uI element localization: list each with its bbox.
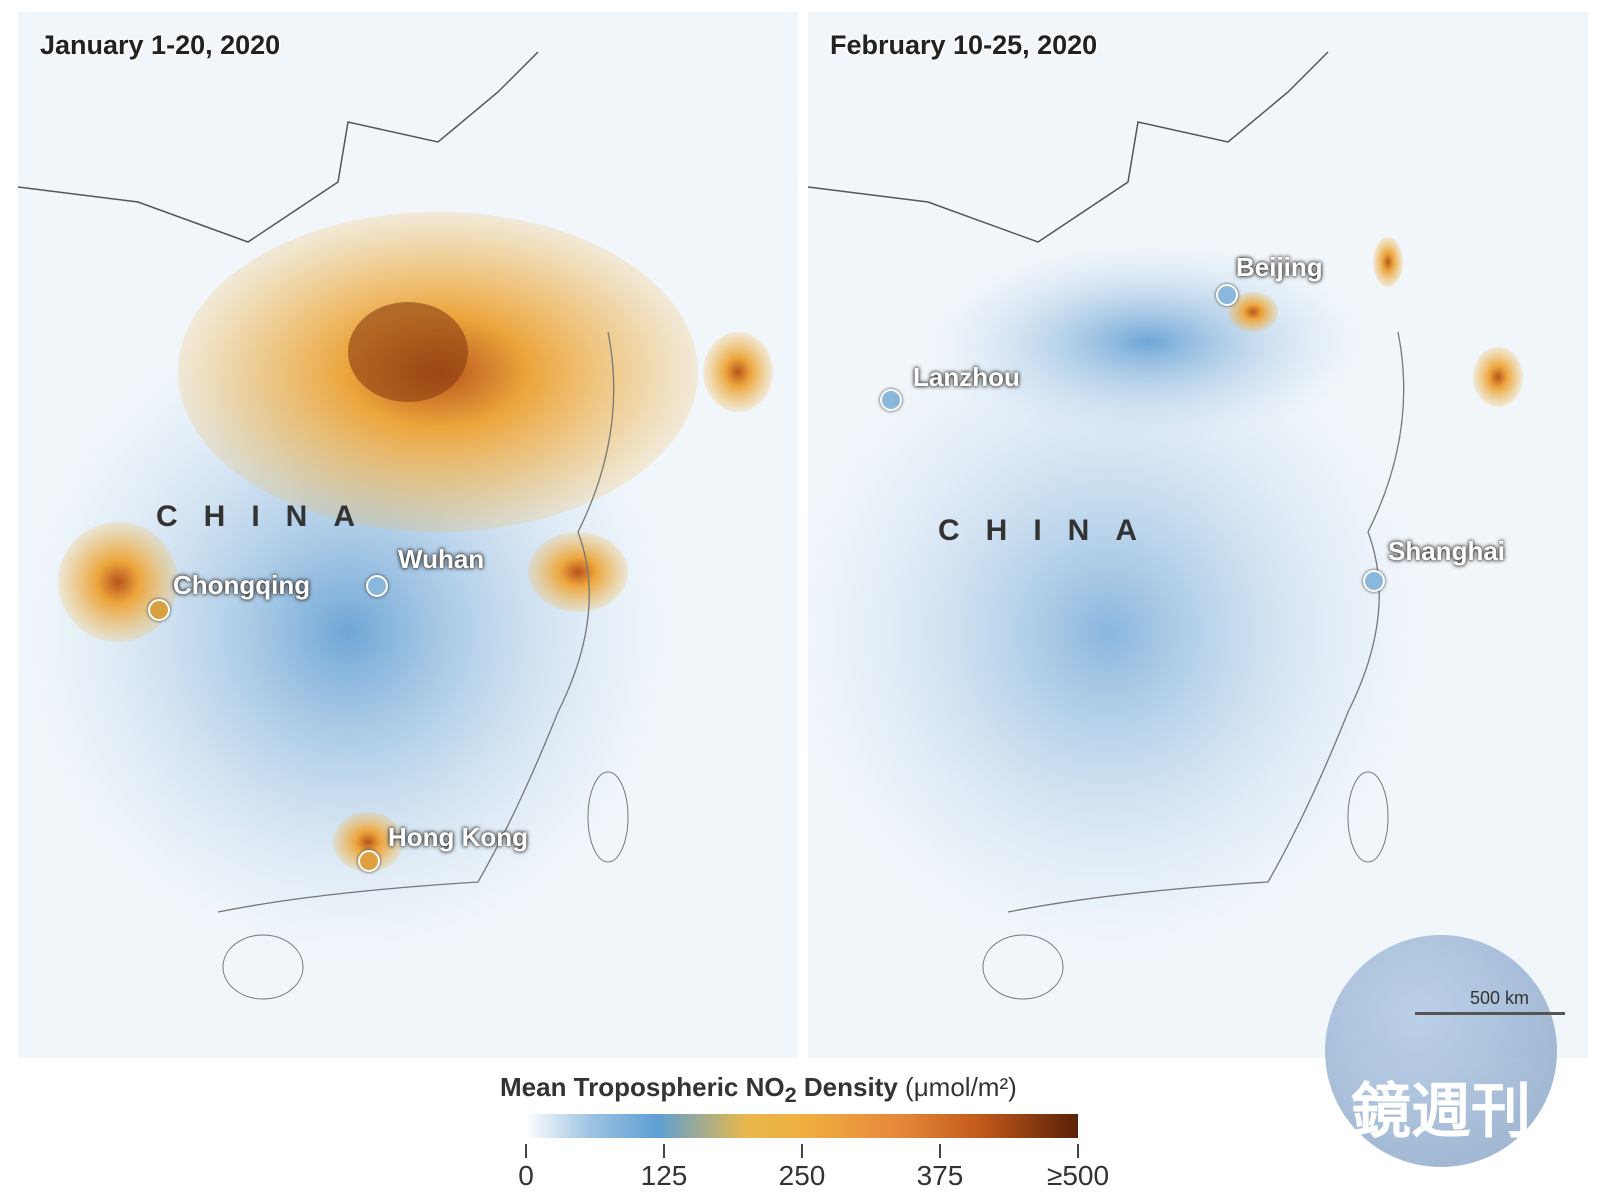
- watermark-logo: 鏡週刊: [1325, 935, 1557, 1167]
- panel-title: February 10-25, 2020: [830, 30, 1098, 60]
- legend-tick: [801, 1144, 803, 1158]
- city-marker-lanzhou: [880, 389, 902, 411]
- watermark-text: 鏡週刊: [1351, 1078, 1531, 1145]
- country-label: CHINA: [156, 500, 381, 533]
- legend-tick-label: 250: [778, 1160, 826, 1191]
- no2-map-february: [808, 12, 1588, 1058]
- legend-tick: [525, 1144, 527, 1158]
- no2-map-january: [18, 12, 798, 1058]
- legend-tick-label: ≥500: [1046, 1160, 1110, 1191]
- legend-color-bar: [525, 1114, 1078, 1138]
- legend-title-text: Mean Tropospheric NO: [500, 1072, 785, 1102]
- city-label-shanghai: Shanghai: [1388, 536, 1506, 566]
- legend-subscript: 2: [784, 1082, 797, 1108]
- color-legend: Mean Tropospheric NO2 Density (μmol/m²) …: [500, 1072, 1120, 1191]
- legend-tick-label: 375: [916, 1160, 964, 1191]
- country-label: CHINA: [938, 514, 1163, 547]
- city-label-wuhan: Wuhan: [398, 544, 485, 574]
- city-label-hong-kong: Hong Kong: [388, 822, 529, 852]
- city-label-beijing: Beijing: [1236, 252, 1323, 282]
- city-marker-beijing: [1216, 284, 1238, 306]
- scale-bar: [1415, 1012, 1565, 1015]
- map-panel-january: January 1-20, 2020 CHINA Chongqing Wuhan…: [18, 12, 798, 1058]
- legend-tick: [1077, 1144, 1079, 1158]
- city-label-lanzhou: Lanzhou: [913, 362, 1020, 392]
- panel-title: January 1-20, 2020: [40, 30, 281, 60]
- legend-tick: [663, 1144, 665, 1158]
- legend-title-end: Density: [796, 1072, 898, 1102]
- city-marker-chongqing: [148, 599, 170, 621]
- city-marker-wuhan: [366, 575, 388, 597]
- scale-label: 500 km: [1470, 988, 1530, 1008]
- map-panel-february: February 10-25, 2020 CHINA Beijing Lanzh…: [808, 12, 1588, 1058]
- legend-title: Mean Tropospheric NO2 Density (μmol/m²): [500, 1072, 1120, 1108]
- legend-tick-label: 0: [518, 1160, 534, 1191]
- legend-tick: [939, 1144, 941, 1158]
- city-marker-shanghai: [1363, 570, 1385, 592]
- legend-unit: (μmol/m²): [905, 1072, 1017, 1102]
- city-label-chongqing: Chongqing: [173, 570, 311, 600]
- legend-tick-label: 125: [640, 1160, 688, 1191]
- city-marker-hong-kong: [358, 850, 380, 872]
